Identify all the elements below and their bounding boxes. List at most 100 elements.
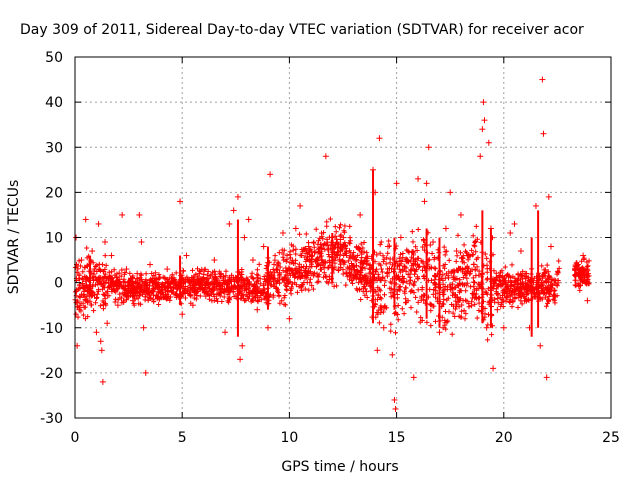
data-point — [102, 239, 109, 246]
data-point — [177, 198, 184, 205]
data-point — [95, 220, 102, 227]
data-point — [147, 261, 154, 268]
data-point — [483, 324, 490, 331]
data-point — [217, 270, 224, 277]
data-point — [305, 243, 312, 250]
data-point — [370, 166, 377, 173]
data-point — [234, 193, 241, 200]
data-point — [78, 257, 85, 264]
x-axis-title: GPS time / hours — [281, 459, 398, 475]
data-point — [447, 189, 454, 196]
dense-data-band — [72, 216, 592, 343]
data-point — [575, 270, 582, 277]
data-point — [517, 248, 524, 255]
data-point — [230, 207, 237, 214]
data-point — [494, 306, 501, 313]
data-point — [404, 257, 411, 264]
data-point — [84, 288, 91, 295]
x-tick-label: 0 — [71, 430, 80, 446]
x-tick-label: 15 — [388, 430, 406, 446]
data-point — [372, 189, 379, 196]
y-tick-label: 30 — [45, 140, 63, 156]
data-point — [374, 347, 381, 354]
data-point — [286, 315, 293, 322]
data-point — [453, 248, 460, 255]
x-tick-label: 20 — [495, 430, 513, 446]
data-point — [91, 266, 98, 273]
data-point — [157, 293, 164, 300]
data-point — [97, 338, 104, 345]
data-point — [522, 270, 529, 277]
data-point — [464, 252, 471, 259]
data-point — [346, 270, 353, 277]
y-axis-title: SDTVAR / TECUs — [6, 180, 22, 295]
data-point — [245, 216, 252, 223]
data-point — [108, 252, 115, 259]
data-point — [392, 405, 399, 412]
data-point — [421, 198, 428, 205]
data-point — [539, 76, 546, 83]
data-point — [545, 193, 552, 200]
data-point — [393, 180, 400, 187]
data-point — [114, 302, 121, 309]
x-tick-label: 10 — [280, 430, 298, 446]
y-tick-label: 20 — [45, 185, 63, 201]
data-point — [273, 266, 280, 273]
x-tick-label: 5 — [178, 430, 187, 446]
data-point — [376, 135, 383, 142]
data-point — [580, 252, 587, 259]
data-point — [140, 324, 147, 331]
data-point — [380, 324, 387, 331]
data-point — [104, 320, 111, 327]
data-point — [222, 329, 229, 336]
data-point — [507, 229, 514, 236]
data-point — [226, 220, 233, 227]
data-point — [430, 239, 437, 246]
data-point — [241, 234, 248, 241]
data-point — [142, 369, 149, 376]
data-point — [179, 311, 186, 318]
data-point — [477, 153, 484, 160]
data-point — [490, 365, 497, 372]
data-point-layer — [73, 76, 591, 412]
data-point — [279, 229, 286, 236]
data-point — [183, 252, 190, 259]
data-point — [93, 329, 100, 336]
data-point — [292, 225, 299, 232]
data-point — [537, 342, 544, 349]
data-point — [425, 144, 432, 151]
data-point — [297, 202, 304, 209]
data-point — [136, 211, 143, 218]
tick-layer: 0 5 10 15 20 25 -30 -20 -10 0 10 20 30 40 50 — [40, 50, 620, 446]
y-tick-label: 10 — [45, 231, 63, 247]
data-point — [423, 180, 430, 187]
data-point — [415, 175, 422, 182]
data-point — [457, 211, 464, 218]
data-point — [485, 139, 492, 146]
data-point — [264, 324, 271, 331]
data-point — [129, 297, 136, 304]
data-point — [500, 324, 507, 331]
y-tick-label: 40 — [45, 95, 63, 111]
data-point — [385, 243, 392, 250]
data-point — [543, 374, 550, 381]
data-point — [254, 306, 261, 313]
data-band-layer — [72, 169, 592, 343]
data-point — [584, 297, 591, 304]
data-point — [99, 378, 106, 385]
data-point — [436, 329, 443, 336]
data-point — [237, 356, 244, 363]
data-point — [487, 225, 494, 232]
data-point — [98, 347, 105, 354]
y-tick-label: -10 — [40, 321, 63, 337]
data-point — [397, 234, 404, 241]
data-point — [357, 211, 364, 218]
data-point — [442, 225, 449, 232]
data-point — [540, 130, 547, 137]
data-point — [318, 257, 325, 264]
data-point — [479, 126, 486, 133]
data-point — [76, 306, 83, 313]
data-point — [189, 302, 196, 309]
data-point — [547, 243, 554, 250]
data-point — [526, 324, 533, 331]
